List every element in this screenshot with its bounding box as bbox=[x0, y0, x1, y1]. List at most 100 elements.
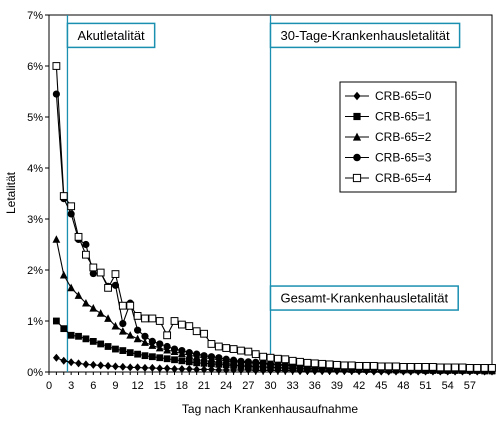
data-point-open-square bbox=[207, 340, 216, 348]
data-point-square bbox=[171, 356, 178, 364]
x-tick-label: 15 bbox=[154, 380, 166, 392]
legend-label: CRB-65=3 bbox=[375, 151, 432, 165]
y-tick-label: 4% bbox=[27, 163, 43, 175]
data-point-square bbox=[252, 363, 260, 371]
data-point-circle bbox=[148, 337, 156, 345]
data-point-circle bbox=[266, 360, 275, 368]
data-point-open-square bbox=[229, 345, 238, 353]
data-point-square bbox=[244, 362, 252, 370]
x-tick-label: 9 bbox=[112, 380, 118, 392]
data-point-diamond bbox=[163, 364, 171, 373]
data-point-circle bbox=[141, 332, 149, 340]
data-point-open-square bbox=[222, 344, 231, 352]
data-point-circle bbox=[119, 319, 127, 328]
series-layer bbox=[52, 62, 496, 376]
x-tick-label: 12 bbox=[131, 380, 143, 392]
legend-label: CRB-65=0 bbox=[375, 89, 432, 103]
data-point-open-square bbox=[458, 363, 467, 372]
data-point-square bbox=[156, 354, 164, 362]
data-point-open-square bbox=[318, 359, 327, 368]
y-tick-label: 3% bbox=[27, 214, 43, 226]
data-point-triangle bbox=[133, 334, 142, 343]
data-point-circle bbox=[52, 90, 60, 98]
data-point-diamond bbox=[156, 364, 164, 373]
data-point-open-square bbox=[352, 173, 362, 183]
annotation-frame bbox=[66, 22, 156, 49]
data-point-open-square bbox=[192, 327, 201, 336]
data-point-square bbox=[112, 345, 119, 353]
data-point-square bbox=[119, 347, 127, 354]
annotation-label: Akutletalität bbox=[77, 28, 145, 43]
annotation-label: 30-Tage-Krankenhausletalität bbox=[281, 28, 450, 43]
x-tick-label: 45 bbox=[375, 380, 387, 392]
x-tick-label: 36 bbox=[309, 380, 321, 392]
data-point-square bbox=[141, 352, 149, 360]
data-point-open-square bbox=[347, 361, 356, 370]
data-point-circle bbox=[215, 354, 223, 362]
data-point-diamond bbox=[82, 360, 90, 369]
data-point-circle bbox=[252, 358, 260, 366]
data-point-diamond bbox=[148, 363, 156, 372]
data-point-open-square bbox=[281, 355, 290, 364]
y-tick-label: 6% bbox=[27, 61, 43, 73]
x-axis-label: Tag nach Krankenhausaufnahme bbox=[182, 402, 358, 416]
data-point-diamond bbox=[52, 353, 60, 362]
data-point-open-square bbox=[465, 364, 474, 372]
data-point-open-square bbox=[170, 317, 179, 325]
data-point-open-square bbox=[200, 329, 208, 338]
data-point-open-square bbox=[303, 358, 312, 367]
data-point-triangle bbox=[67, 283, 76, 292]
y-tick-label: 2% bbox=[27, 265, 43, 277]
data-point-open-square bbox=[429, 363, 437, 371]
data-point-open-square bbox=[244, 347, 253, 356]
data-point-open-square bbox=[148, 314, 157, 323]
data-point-circle bbox=[170, 345, 179, 353]
data-point-open-square bbox=[52, 62, 61, 70]
data-point-square bbox=[353, 112, 361, 121]
legend-item: CRB-65=4 bbox=[345, 171, 432, 185]
data-point-triangle bbox=[52, 235, 61, 243]
data-point-open-square bbox=[392, 362, 400, 371]
data-point-square bbox=[178, 357, 186, 365]
data-point-square bbox=[60, 325, 68, 333]
y-tick-label: 5% bbox=[27, 112, 43, 124]
data-point-circle bbox=[353, 153, 361, 162]
legend-item: CRB-65=2 bbox=[345, 130, 432, 144]
data-point-diamond bbox=[353, 91, 361, 101]
data-point-square bbox=[89, 338, 97, 345]
data-point-circle bbox=[163, 342, 171, 351]
data-point-square bbox=[193, 359, 201, 367]
y-tick-label: 7% bbox=[27, 10, 43, 22]
data-point-open-square bbox=[399, 363, 408, 371]
data-point-diamond bbox=[134, 363, 141, 372]
data-point-open-square bbox=[67, 202, 76, 211]
data-point-open-square bbox=[333, 360, 341, 369]
data-point-open-square bbox=[296, 357, 304, 366]
data-point-open-square bbox=[214, 342, 223, 351]
data-point-open-square bbox=[259, 352, 268, 361]
x-tick-label: 21 bbox=[198, 380, 210, 392]
data-point-diamond bbox=[208, 365, 215, 374]
x-tick-label: 6 bbox=[90, 380, 96, 392]
data-point-diamond bbox=[60, 356, 68, 365]
x-tick-label: 57 bbox=[464, 380, 476, 392]
data-point-triangle bbox=[118, 327, 127, 335]
data-point-square bbox=[215, 360, 223, 368]
data-point-square bbox=[52, 317, 60, 325]
data-point-circle bbox=[185, 349, 193, 357]
data-point-square bbox=[104, 343, 112, 350]
data-point-circle bbox=[89, 269, 97, 278]
data-point-open-square bbox=[59, 192, 68, 200]
legend-label: CRB-65=2 bbox=[375, 130, 432, 144]
data-point-diamond bbox=[97, 361, 105, 370]
data-point-diamond bbox=[141, 363, 149, 372]
data-point-circle bbox=[207, 353, 216, 361]
legend-label: CRB-65=1 bbox=[375, 110, 432, 124]
data-point-open-square bbox=[155, 317, 164, 325]
data-point-square bbox=[67, 331, 75, 339]
x-tick-label: 24 bbox=[220, 380, 232, 392]
data-point-open-square bbox=[251, 350, 260, 359]
data-point-diamond bbox=[185, 364, 193, 373]
data-point-open-square bbox=[414, 363, 423, 371]
